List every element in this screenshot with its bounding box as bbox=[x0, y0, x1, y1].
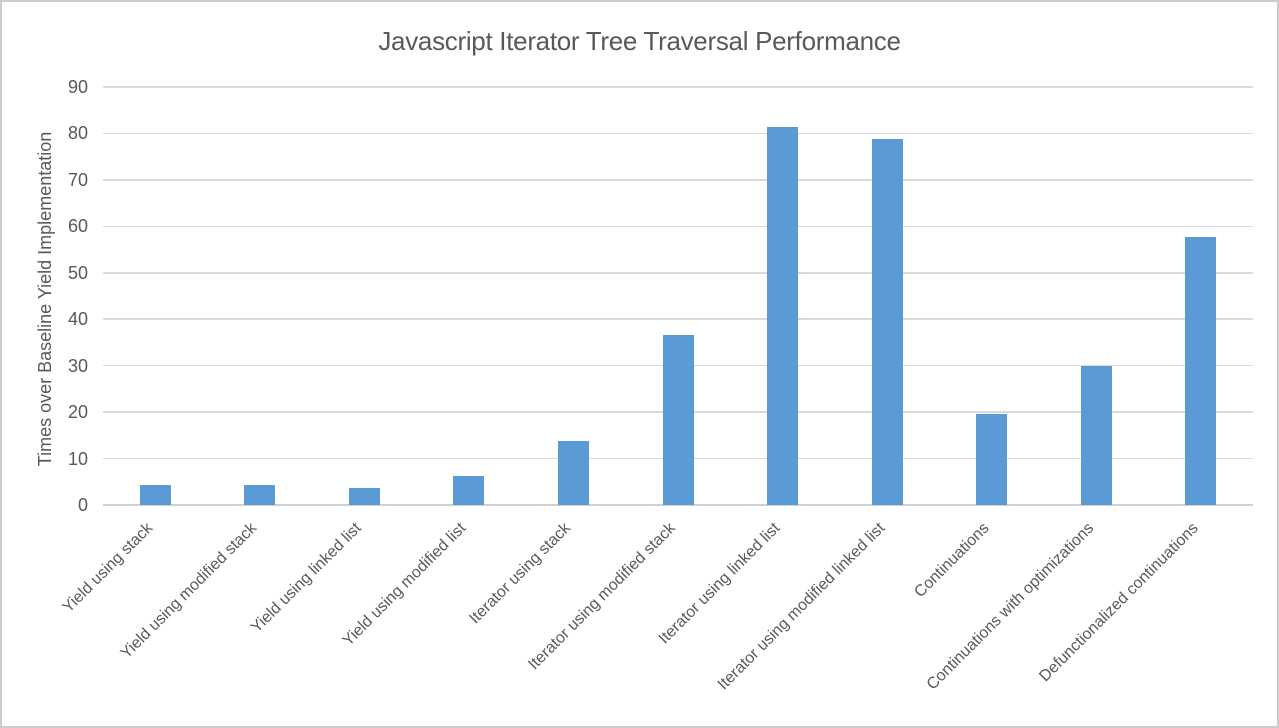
y-tick-label-20: 20 bbox=[67, 402, 88, 423]
x-axis-label-continuations-with-optimizations: Continuations with optimizations bbox=[923, 519, 1097, 694]
bar-defunctionalized-continuations bbox=[1185, 236, 1217, 505]
y-tick-label-0: 0 bbox=[77, 495, 88, 515]
y-tick-label-80: 80 bbox=[67, 123, 88, 144]
gridline-80 bbox=[103, 132, 1253, 135]
y-tick-label-60: 60 bbox=[67, 216, 88, 237]
bar-continuations-with-optimizations bbox=[1080, 366, 1112, 505]
y-tick-label-40: 40 bbox=[67, 309, 88, 330]
bar-iterator-using-modified-linked-list bbox=[871, 138, 903, 505]
bar-iterator-using-modified-stack bbox=[662, 335, 694, 505]
x-axis-label-iterator-using-modified-linked-list: Iterator using modified linked list bbox=[714, 519, 888, 694]
bar-iterator-using-stack bbox=[557, 441, 589, 505]
y-tick-label-90: 90 bbox=[67, 77, 88, 97]
bar-yield-using-modified-list bbox=[453, 475, 485, 505]
y-tick-label-50: 50 bbox=[67, 262, 88, 283]
x-axis-label-iterator-using-stack: Iterator using stack bbox=[466, 519, 575, 628]
gridline-90 bbox=[103, 86, 1253, 88]
gridline-50 bbox=[103, 272, 1253, 274]
y-tick-label-10: 10 bbox=[67, 448, 88, 469]
x-axis-label-yield-using-stack: Yield using stack bbox=[59, 519, 157, 617]
bar-iterator-using-linked-list bbox=[767, 126, 799, 505]
x-axis-label-yield-using-linked-list: Yield using linked list bbox=[248, 519, 366, 637]
y-tick-label-70: 70 bbox=[67, 169, 88, 190]
bar-yield-using-modified-stack bbox=[244, 484, 276, 505]
bar-continuations bbox=[976, 413, 1008, 505]
bar-yield-using-linked-list bbox=[348, 488, 380, 505]
y-axis-title: Times over Baseline Yield Implementation bbox=[35, 131, 55, 467]
chart-title: Javascript Iterator Tree Traversal Perfo… bbox=[378, 26, 901, 56]
x-axis-label-continuations: Continuations bbox=[911, 519, 993, 601]
gridline-70 bbox=[103, 179, 1253, 181]
y-tick-label-30: 30 bbox=[67, 355, 88, 376]
gridline-40 bbox=[103, 318, 1253, 320]
bar-yield-using-stack bbox=[139, 485, 171, 505]
x-axis-line bbox=[103, 504, 1253, 507]
gridline-60 bbox=[103, 225, 1253, 228]
